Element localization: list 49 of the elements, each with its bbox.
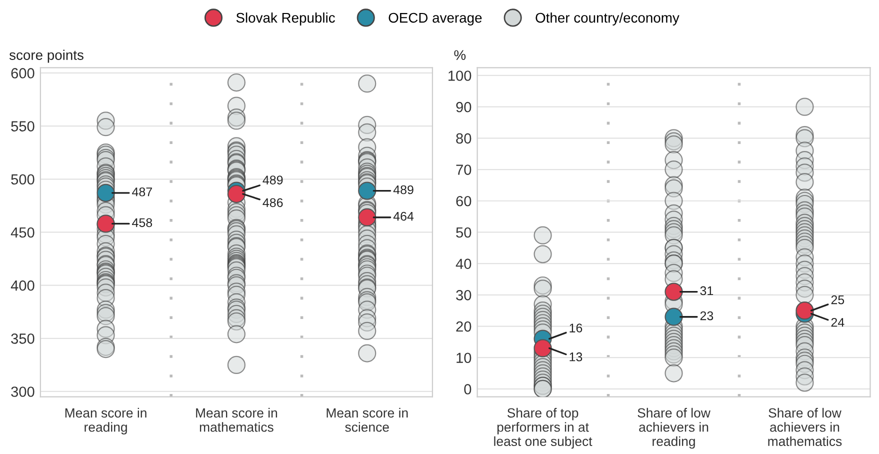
y-tick-label: 90 (456, 102, 472, 112)
data-label: 489 (262, 176, 283, 184)
data-label: 464 (393, 212, 414, 221)
data-label: 13 (570, 352, 582, 362)
legend-label: Slovak Republic (236, 12, 335, 26)
legend-label: OECD average (388, 12, 482, 26)
y-tick-label: 400 (10, 280, 34, 291)
point (358, 182, 376, 200)
data-label: 16 (570, 324, 582, 332)
y-tick-label: 450 (10, 227, 34, 238)
y-tick-label: 80 (456, 133, 472, 144)
point (664, 282, 683, 301)
y-tick-label: 550 (11, 121, 34, 132)
legend-label: Other country/economy (536, 12, 680, 26)
y-tick-label: 350 (11, 334, 34, 344)
y-tick-label: 600 (11, 68, 34, 78)
point (358, 208, 376, 226)
data-label: 487 (132, 187, 152, 196)
x-tick-label: Share of low achievers in reading (638, 408, 710, 449)
data-label: 25 (831, 295, 844, 304)
y-tick-label: 40 (456, 258, 472, 269)
data-label: 489 (393, 185, 414, 194)
y-axis-title: score points (9, 50, 84, 63)
data-label: 24 (831, 318, 844, 327)
y-tick-label: 100 (448, 70, 472, 81)
y-tick-label: 30 (456, 290, 472, 300)
data-label: 458 (132, 218, 152, 228)
y-tick-label: 20 (456, 321, 472, 332)
data-label: 23 (700, 311, 714, 320)
data-label: 31 (700, 286, 714, 296)
point (664, 308, 683, 326)
point (96, 184, 115, 202)
y-tick-label: 300 (11, 386, 34, 397)
y-tick-label: 60 (456, 196, 472, 206)
x-tick-label: Share of top performers in at least one subject (494, 408, 592, 449)
point (227, 184, 246, 204)
y-tick-label: 50 (456, 227, 472, 238)
data-label: 486 (262, 198, 283, 208)
x-tick-label: Mean score in mathematics (196, 408, 278, 432)
x-tick-label: Mean score in reading (65, 408, 146, 434)
x-tick-label: Mean score in science (326, 408, 408, 432)
y-axis-title: % (454, 50, 466, 60)
point (534, 339, 552, 358)
y-tick-label: 70 (456, 164, 472, 175)
point (796, 302, 814, 320)
y-tick-label: 10 (456, 352, 472, 364)
y-tick-label: 0 (464, 384, 472, 394)
y-tick-label: 500 (11, 174, 34, 185)
x-tick-label: Share of low achievers in mathematics (768, 408, 842, 446)
